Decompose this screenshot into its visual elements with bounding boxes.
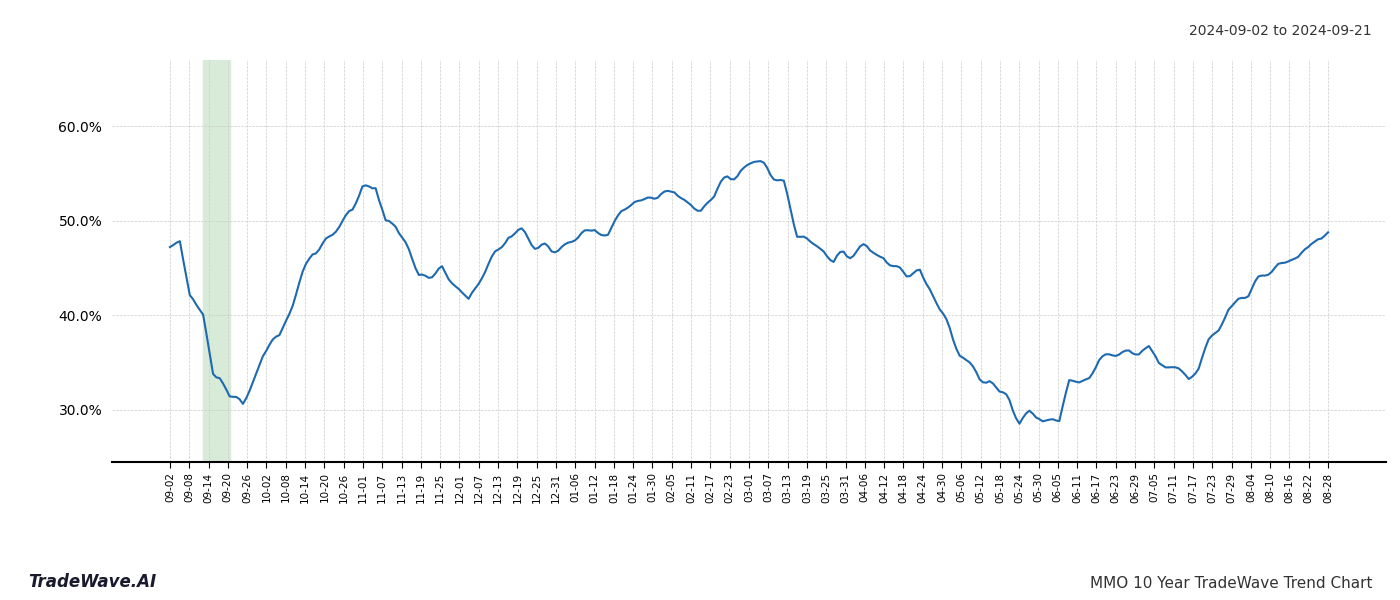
Text: 2024-09-02 to 2024-09-21: 2024-09-02 to 2024-09-21 [1190,24,1372,38]
Bar [203,60,230,462]
Text: TradeWave.AI: TradeWave.AI [28,573,157,591]
Text: MMO 10 Year TradeWave Trend Chart: MMO 10 Year TradeWave Trend Chart [1089,576,1372,591]
